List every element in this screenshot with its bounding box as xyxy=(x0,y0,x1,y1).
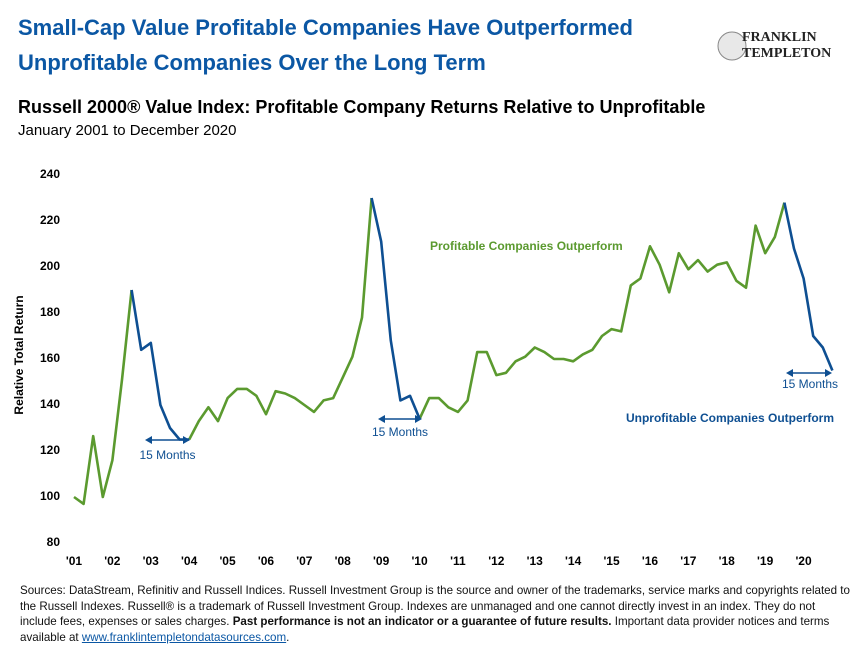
annotation: 15 Months xyxy=(372,425,428,439)
logo-icon xyxy=(717,31,747,61)
x-tick-label: '15 xyxy=(603,554,620,568)
chart-subtitle: January 2001 to December 2020 xyxy=(18,122,236,139)
x-tick-label: '09 xyxy=(373,554,390,568)
y-tick-label: 120 xyxy=(40,443,60,457)
x-tick-label: '16 xyxy=(642,554,659,568)
y-tick-label: 140 xyxy=(40,397,60,411)
x-tick-label: '08 xyxy=(335,554,352,568)
page-title: Unprofitable Companies Over the Long Ter… xyxy=(18,50,486,75)
y-axis-label: Relative Total Return xyxy=(12,295,26,414)
x-tick-label: '11 xyxy=(450,554,466,568)
x-tick-label: '10 xyxy=(411,554,428,568)
x-tick-label: '04 xyxy=(181,554,198,568)
link[interactable]: www.franklintempletondatasources.com xyxy=(81,630,287,644)
y-tick-label: 100 xyxy=(40,489,60,503)
x-tick-label: '18 xyxy=(719,554,736,568)
y-tick-label: 80 xyxy=(47,535,61,549)
x-tick-label: '17 xyxy=(680,554,697,568)
x-tick-label: '03 xyxy=(143,554,160,568)
logo-text: FRANKLIN xyxy=(742,30,817,45)
annotation: 15 Months xyxy=(782,377,838,391)
x-tick-label: '20 xyxy=(795,554,812,568)
footnote-text: Important data provider notices and term… xyxy=(20,615,830,644)
x-tick-label: '13 xyxy=(527,554,544,568)
chart-title: Russell 2000® Value Index: Profitable Co… xyxy=(18,97,705,117)
footnote-bold: Past performance is not an indicator or … xyxy=(232,615,612,628)
x-tick-label: '12 xyxy=(488,554,505,568)
y-tick-label: 200 xyxy=(40,259,60,273)
legend-label: Profitable Companies Outperform xyxy=(430,239,623,253)
x-tick-label: '05 xyxy=(219,554,236,568)
footnote: Sources: DataStream, Refinitiv and Russe… xyxy=(20,583,850,645)
chart: FRANKLIN TEMPLETON Russell 2000® Value I… xyxy=(12,30,838,568)
y-tick-label: 240 xyxy=(40,167,60,181)
footnote-text: Sources: DataStream, Refinitiv and Russe… xyxy=(20,584,850,628)
annotation: 15 Months xyxy=(139,448,195,462)
y-tick-label: 220 xyxy=(40,213,60,227)
series-line xyxy=(73,197,786,506)
logo-text: TEMPLETON xyxy=(742,46,831,61)
legend-label: Unprofitable Companies Outperform xyxy=(626,411,834,425)
x-tick-label: '01 xyxy=(66,554,83,568)
y-tick-label: 180 xyxy=(40,305,60,319)
footnote-text: . xyxy=(286,630,290,644)
x-tick-label: '19 xyxy=(757,554,774,568)
page-title: Small-Cap Value Profitable Companies Hav… xyxy=(18,15,633,40)
x-tick-label: '02 xyxy=(104,554,121,568)
x-tick-label: '06 xyxy=(258,554,275,568)
logo: FRANKLIN TEMPLETON xyxy=(717,30,831,61)
x-tick-label: '07 xyxy=(296,554,313,568)
x-tick-label: '14 xyxy=(565,554,582,568)
y-tick-label: 160 xyxy=(40,351,60,365)
series-line xyxy=(130,197,834,441)
